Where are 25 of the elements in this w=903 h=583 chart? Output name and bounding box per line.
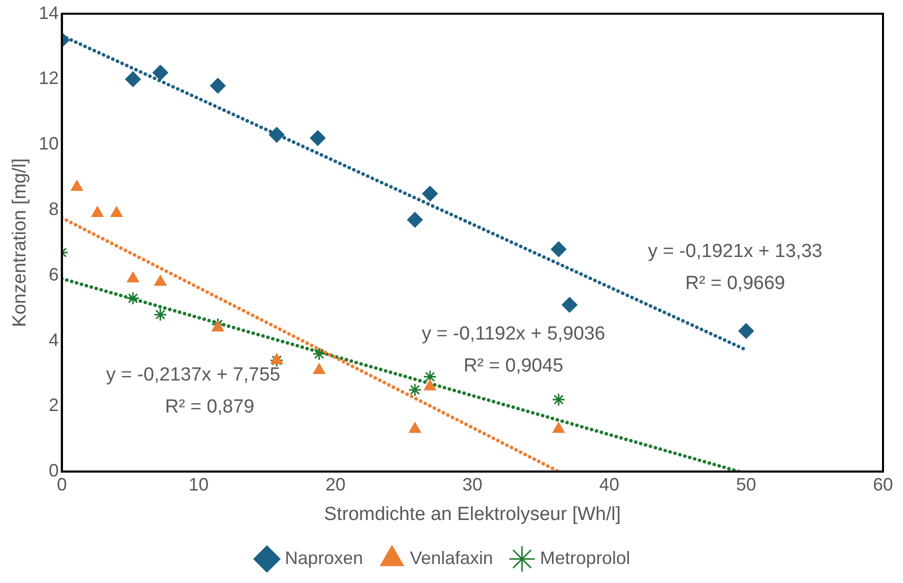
annotation: y = -0,1921x + 13,33 xyxy=(648,241,822,262)
annotation: R² = 0,9669 xyxy=(685,273,786,294)
x-tick-label: 60 xyxy=(872,474,894,494)
annotation: y = -0,1192x + 5,9036 xyxy=(422,323,606,344)
legend-label: Naproxen xyxy=(284,548,363,568)
y-tick-label: 4 xyxy=(48,330,59,350)
legend-label: Venlafaxin xyxy=(410,548,494,568)
x-axis-title: Stromdichte an Elektrolyseur [Wh/l] xyxy=(324,504,621,525)
annotation: R² = 0,9045 xyxy=(464,356,564,377)
annotation: R² = 0,879 xyxy=(165,396,254,418)
y-axis-title: Konzentration [mg/l] xyxy=(10,158,31,328)
y-tick-label: 12 xyxy=(38,68,59,88)
x-tick-label: 20 xyxy=(326,474,346,494)
annotation: y = -0,2137x + 7,755 xyxy=(106,364,280,386)
y-tick-label: 10 xyxy=(38,134,59,154)
x-tick-label: 30 xyxy=(462,474,482,494)
y-tick-label: 2 xyxy=(48,395,59,416)
x-tick-label: 40 xyxy=(599,474,620,494)
y-tick-label: 8 xyxy=(48,198,59,219)
x-tick-label: 10 xyxy=(188,474,209,494)
y-tick-label: 0 xyxy=(48,460,59,481)
y-tick-label: 14 xyxy=(38,2,59,23)
x-tick-label: 50 xyxy=(736,474,756,494)
legend-label: Metroprolol xyxy=(540,548,630,568)
y-tick-label: 6 xyxy=(48,264,59,284)
